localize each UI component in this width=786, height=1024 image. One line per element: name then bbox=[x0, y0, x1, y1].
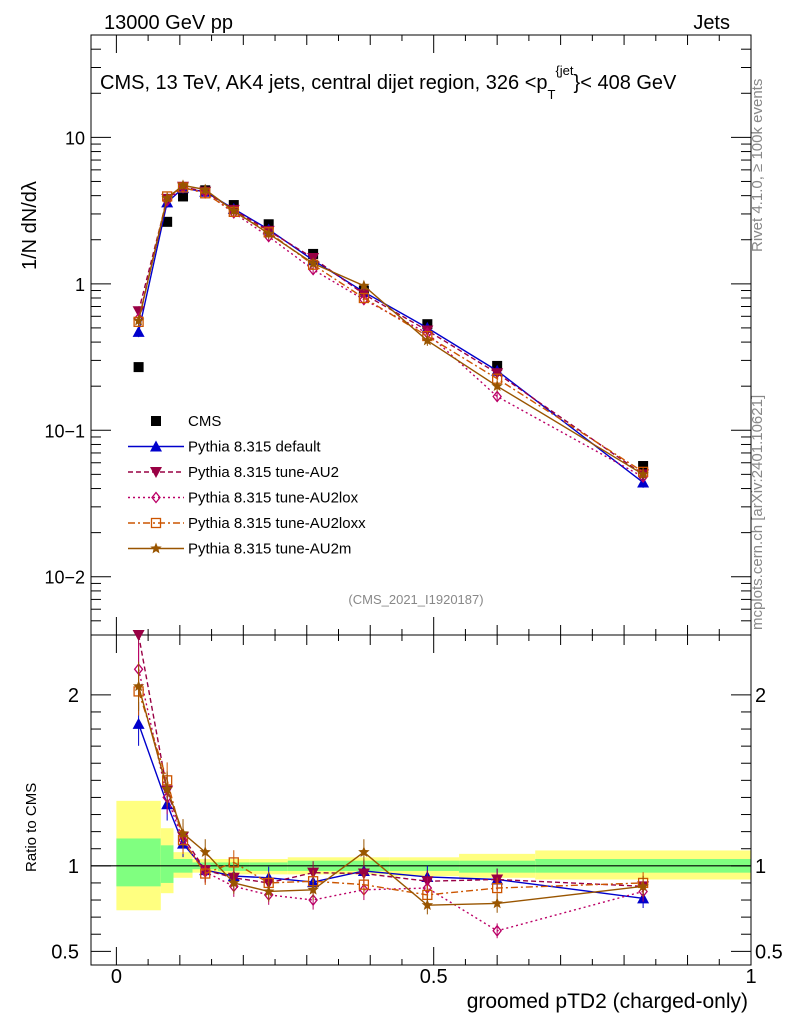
main-point-AU2lox bbox=[162, 194, 172, 207]
main-point-AU2m bbox=[132, 314, 145, 326]
main-point-AU2loxx bbox=[358, 292, 370, 304]
ratio-point-AU2m bbox=[177, 827, 189, 839]
main-point-AU2m bbox=[307, 257, 319, 269]
x-tick-label-1: 1 bbox=[745, 966, 756, 988]
main-point-CMS bbox=[638, 461, 649, 472]
plot-title-prefix: CMS, 13 TeV, AK4 jets, central dijet reg… bbox=[100, 72, 548, 94]
ratio-point-default bbox=[132, 717, 145, 729]
ratio-point-AU2lox bbox=[492, 924, 502, 937]
tick-labels: 10 1 10−1 10−2 2 1 0.5 2 1 0.5 0 0.5 1 bbox=[44, 128, 782, 988]
ratio-point-AU2m bbox=[491, 897, 503, 909]
legend-marker-AU2 bbox=[150, 467, 162, 478]
legend-label-cms: CMS bbox=[188, 413, 221, 430]
ratio-tick-label-2-right: 2 bbox=[755, 685, 766, 707]
ratio-point-AU2loxx bbox=[228, 857, 239, 868]
ratio-line-AU2lox bbox=[137, 669, 644, 932]
ratio-point-AU2m bbox=[161, 782, 173, 794]
main-point-AU2m bbox=[637, 468, 649, 480]
y-tick-label-0.01: 10−2 bbox=[44, 568, 85, 588]
main-point-AU2lox bbox=[308, 263, 318, 276]
ratio-point-AU2m bbox=[132, 680, 145, 692]
main-point-default bbox=[132, 325, 145, 337]
mcplots-label: mcplots.cern.ch [arXiv:2401.10621] bbox=[749, 395, 766, 630]
ratio-point-AU2loxx bbox=[358, 879, 370, 890]
ratio-point-AU2m bbox=[228, 876, 240, 888]
legend-marker-AU2loxx bbox=[150, 517, 162, 529]
legend-label-au2m: Pythia 8.315 tune-AU2m bbox=[188, 541, 351, 558]
ratio-series bbox=[132, 630, 650, 939]
ratio-point-AU2m bbox=[421, 899, 434, 910]
legend: CMS Pythia 8.315 default Pythia 8.315 tu… bbox=[128, 413, 366, 558]
legend-label-au2loxx: Pythia 8.315 tune-AU2loxx bbox=[188, 515, 366, 532]
x-tick-label-0: 0 bbox=[111, 966, 122, 988]
ratio-frame bbox=[90, 634, 752, 966]
main-ylabel: 1/N dN/dλ bbox=[19, 181, 41, 270]
legend-label-default: Pythia 8.315 default bbox=[188, 439, 321, 456]
x-tick-label-0.5: 0.5 bbox=[420, 966, 448, 988]
axis-ticks bbox=[91, 34, 752, 965]
band-inner-1 bbox=[160, 845, 174, 883]
main-point-AU2m bbox=[421, 334, 434, 346]
main-point-AU2m bbox=[358, 279, 370, 291]
main-point-AU2lox bbox=[492, 390, 502, 403]
legend-marker-default bbox=[150, 440, 162, 452]
main-line-AU2lox bbox=[137, 186, 644, 478]
ratio-point-AU2loxx bbox=[200, 868, 211, 879]
uncertainty-bands bbox=[91, 800, 751, 911]
main-point-AU2m bbox=[228, 204, 240, 216]
main-point-CMS bbox=[133, 362, 144, 373]
ratio-tick-label-0.5-right: 0.5 bbox=[755, 941, 783, 963]
ratio-point-AU2m bbox=[199, 846, 211, 857]
energy-label: 13000 GeV pp bbox=[104, 12, 233, 34]
legend-label-au2: Pythia 8.315 tune-AU2 bbox=[188, 464, 339, 481]
ratio-line-AU2 bbox=[137, 634, 644, 888]
y-tick-label-10: 10 bbox=[65, 128, 85, 148]
main-point-AU2m bbox=[491, 380, 503, 391]
band-inner-9 bbox=[459, 860, 536, 873]
plot-title-suffix: }< 408 GeV bbox=[574, 72, 678, 94]
ratio-point-AU2m bbox=[307, 883, 319, 895]
main-line-AU2 bbox=[137, 185, 644, 475]
y-tick-label-1: 1 bbox=[75, 275, 85, 295]
rivet-version-label: Rivet 4.1.0, ≥ 100k events bbox=[749, 79, 766, 252]
main-point-CMS bbox=[178, 191, 189, 202]
ratio-point-AU2m bbox=[637, 880, 649, 892]
ratio-tick-label-1-right: 1 bbox=[755, 856, 766, 878]
main-series bbox=[132, 179, 650, 488]
main-point-AU2m bbox=[263, 227, 275, 239]
y-tick-label-0.1: 10−1 bbox=[44, 421, 85, 441]
main-point-AU2lox bbox=[638, 470, 648, 483]
legend-marker-CMS bbox=[151, 416, 161, 426]
x-axis-label: groomed pTD2 (charged-only) bbox=[467, 990, 748, 1013]
analysis-id: (CMS_2021_I1920187) bbox=[348, 592, 483, 607]
plot-title: CMS, 13 TeV, AK4 jets, central dijet reg… bbox=[100, 63, 677, 102]
plot-title-sub: T bbox=[548, 87, 556, 102]
legend-label-au2lox: Pythia 8.315 tune-AU2lox bbox=[188, 490, 359, 507]
main-line-AU2m bbox=[137, 184, 644, 475]
ratio-point-AU2 bbox=[132, 630, 145, 641]
band-inner-0 bbox=[116, 838, 161, 887]
main-point-AU2m bbox=[177, 179, 189, 191]
ratio-tick-label-1-left: 1 bbox=[68, 856, 79, 878]
legend-marker-AU2m bbox=[150, 542, 162, 554]
ratio-tick-label-2-left: 2 bbox=[68, 685, 79, 707]
ratio-ylabel: Ratio to CMS bbox=[23, 783, 40, 872]
ratio-tick-label-0.5-left: 0.5 bbox=[51, 941, 79, 963]
ratio-point-AU2loxx bbox=[492, 882, 503, 894]
main-point-CMS bbox=[162, 216, 173, 227]
plot-title-sup: {jet bbox=[555, 63, 573, 78]
axes-frames bbox=[90, 34, 752, 966]
ratio-point-AU2m bbox=[263, 885, 275, 897]
ratio-point-AU2lox bbox=[308, 893, 318, 907]
main-point-AU2m bbox=[199, 183, 211, 195]
category-label: Jets bbox=[693, 12, 730, 34]
legend-marker-AU2lox bbox=[151, 491, 161, 504]
ratio-point-AU2m bbox=[358, 846, 370, 857]
main-ylabel-text: 1/N dN/dλ bbox=[19, 181, 41, 270]
main-point-AU2m bbox=[161, 192, 173, 203]
main-point-AU2lox bbox=[359, 293, 369, 306]
